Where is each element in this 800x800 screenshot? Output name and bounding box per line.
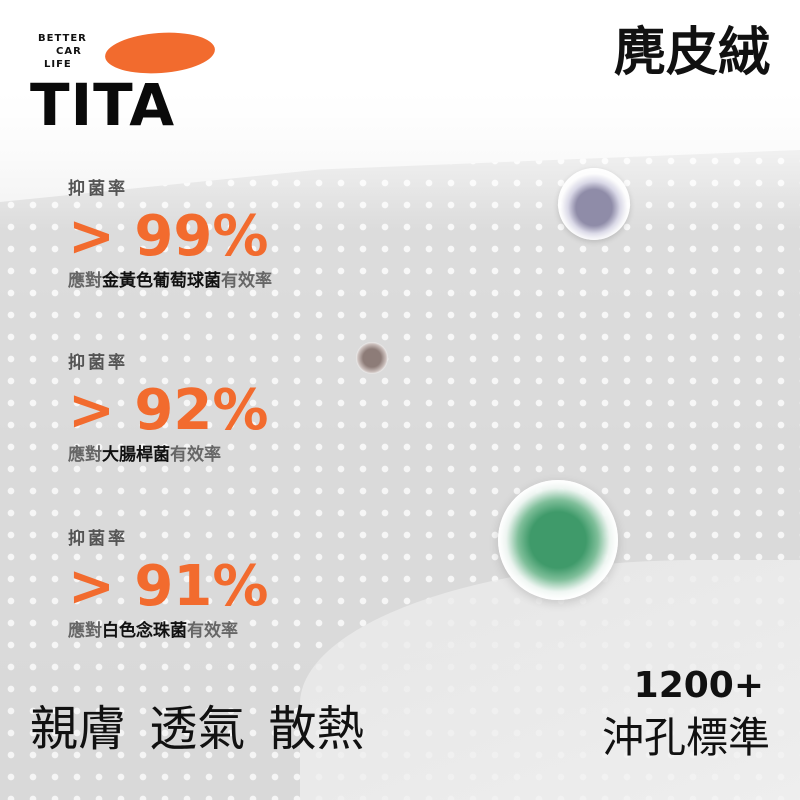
perforated-fabric (0, 150, 800, 800)
stat-candida: 抑菌率 > 91% 應對白色念珠菌有效率 (68, 529, 269, 641)
bacteria-bubble-icon (356, 342, 388, 374)
virus-bubble-icon (498, 480, 618, 600)
stat-ecoli: 抑菌率 > 92% 應對大腸桿菌有效率 (68, 353, 269, 465)
perforation-label: 沖孔標準 (601, 713, 770, 762)
stat-staph: 抑菌率 > 99% 應對金黃色葡萄球菌有效率 (68, 179, 272, 291)
perforation-count: 1200+ (633, 665, 764, 706)
page-title: 麂皮絨 (613, 23, 770, 83)
features-text: 親膚 透氣 散熱 (30, 701, 365, 757)
tita-logo: BETTER CAR LIFE TITA (30, 29, 220, 136)
bacteria-bubble-icon (558, 168, 630, 240)
